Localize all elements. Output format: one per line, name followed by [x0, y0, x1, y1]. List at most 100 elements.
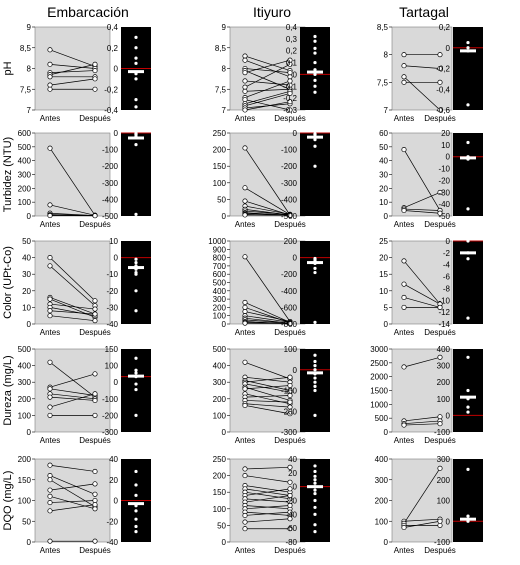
line-panel-bg: [34, 132, 111, 217]
point-despues: [92, 61, 98, 67]
y-tick-label: 0: [222, 320, 227, 329]
sample-line: [403, 76, 441, 111]
diff-tick-label: 0,4: [107, 23, 119, 32]
point-despues: [92, 502, 98, 508]
point-despues: [92, 391, 98, 397]
sample-line: [244, 518, 291, 523]
diff-point: [313, 530, 317, 534]
diff-tick-label: -100: [434, 428, 451, 437]
diff-point: [313, 505, 317, 510]
y-tick-label: 7: [27, 106, 32, 115]
diff-tick-label: -8: [443, 284, 451, 293]
point-despues: [437, 354, 443, 360]
diff-point: [134, 493, 138, 497]
sample-line: [49, 64, 96, 76]
y-tick-label: 9: [27, 23, 32, 32]
point-antes: [242, 185, 248, 191]
y-tick-label: 50: [217, 521, 226, 530]
panel-0-4: 0 50 100 150 200 Antes Después-40 -20 0 20 40: [18, 455, 151, 555]
y-tick-label: 8: [384, 51, 389, 60]
diff-point: [134, 272, 138, 276]
diff-tick-label: 0: [293, 483, 298, 492]
point-antes: [401, 304, 407, 310]
point-despues: [92, 491, 98, 497]
diff-point: [313, 491, 317, 496]
y-tick-label: 200: [213, 146, 227, 155]
diff-point: [466, 207, 470, 211]
point-antes: [47, 296, 53, 302]
diff-tick-label: -30: [106, 303, 118, 312]
x-label-despues: Después: [274, 546, 306, 555]
sample-line: [49, 475, 96, 495]
point-antes: [47, 462, 53, 468]
diff-point: [313, 78, 317, 82]
diff-point: [313, 51, 317, 55]
diff-tick-label: -800: [281, 320, 298, 329]
diff-tick-label: -0,4: [436, 85, 450, 94]
point-despues: [92, 538, 98, 544]
point-despues: [92, 68, 98, 74]
point-antes: [242, 308, 248, 315]
x-label-despues: Después: [424, 546, 456, 555]
diff-tick-label: 200: [437, 378, 451, 387]
diff-panel-bg: [453, 27, 483, 110]
y-tick-label: 1000: [208, 237, 226, 246]
y-tick-label: 50: [22, 237, 31, 246]
mean-bar: [460, 395, 476, 399]
site-title-0: Embarcación: [47, 4, 129, 20]
point-antes: [401, 524, 407, 531]
diff-point: [134, 356, 138, 360]
diff-tick-label: 0,1: [286, 59, 298, 68]
x-label-antes: Antes: [394, 220, 414, 229]
diff-tick-label: -300: [281, 179, 298, 188]
diff-point: [134, 212, 138, 216]
point-antes: [242, 526, 248, 532]
y-tick-label: 7: [384, 106, 389, 115]
mean-bar: [460, 49, 476, 53]
diff-tick-label: -6: [443, 273, 451, 282]
diff-point: [313, 34, 317, 39]
sample-line: [244, 498, 291, 503]
line-panel-bg: [229, 132, 306, 217]
y-tick-label: 3000: [370, 345, 388, 354]
diff-point: [313, 380, 317, 384]
sample-line: [49, 148, 96, 216]
diff-tick-label: 0: [114, 254, 119, 263]
point-antes: [242, 466, 248, 472]
y-tick-label: 150: [18, 476, 32, 485]
y-tick-label: 50: [217, 195, 226, 204]
sample-line: [49, 64, 96, 69]
diff-tick-label: -10: [106, 270, 118, 279]
point-despues: [287, 107, 293, 113]
y-tick-label: 150: [213, 162, 227, 171]
point-antes: [47, 47, 53, 53]
sample-line: [244, 302, 291, 323]
y-tick-label: 20: [379, 184, 388, 193]
diff-tick-label: -40: [106, 538, 118, 547]
sample-line: [244, 205, 291, 215]
y-tick-label: 7,5: [377, 78, 389, 87]
y-tick-label: 100: [18, 497, 32, 506]
y-tick-label: 7,5: [215, 85, 227, 94]
sample-line: [244, 361, 291, 380]
mean-bar: [128, 70, 144, 74]
sample-line: [49, 388, 96, 396]
point-antes: [47, 404, 53, 410]
point-despues: [287, 516, 293, 522]
panel-1-3: 0 100 200 300 400 500 Antes Después-300 -200 -100…: [213, 345, 330, 445]
x-label-despues: Después: [274, 328, 306, 337]
x-label-despues: Después: [424, 436, 456, 445]
y-tick-label: 100: [18, 411, 32, 420]
diff-tick-label: -40: [106, 320, 118, 329]
point-despues: [92, 497, 98, 504]
diff-point: [134, 289, 138, 293]
line-panel-bg: [229, 240, 306, 325]
point-despues: [287, 464, 293, 470]
diff-point: [313, 72, 317, 77]
point-antes: [401, 294, 407, 300]
diff-tick-label: -12: [438, 308, 450, 317]
panel-0-3: 0 100 200 300 400 500 Antes Después-300 -200 -100…: [18, 345, 151, 445]
point-despues: [437, 414, 443, 420]
point-antes: [242, 386, 248, 392]
diff-point: [466, 514, 470, 518]
